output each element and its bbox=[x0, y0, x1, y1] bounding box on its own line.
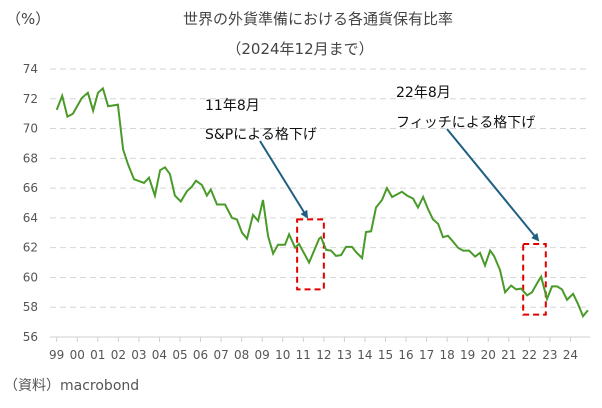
gridlines bbox=[50, 68, 590, 308]
x-tick-label: 00 bbox=[70, 348, 85, 362]
x-tick-label: 07 bbox=[213, 348, 228, 362]
x-tick-label: 19 bbox=[460, 348, 475, 362]
chart-subtitle: （2024年12月まで） bbox=[226, 40, 373, 58]
x-tick-label: 01 bbox=[90, 348, 105, 362]
x-tick-label: 24 bbox=[563, 348, 578, 362]
annotation-1-date: 11年8月 bbox=[205, 98, 260, 114]
x-tick-label: 03 bbox=[131, 348, 146, 362]
x-tick-label: 15 bbox=[378, 348, 393, 362]
y-tick-label: 66 bbox=[23, 181, 38, 195]
annotation-arrow-2 bbox=[446, 128, 540, 242]
highlight-box-2 bbox=[522, 242, 547, 316]
annotation-arrow-1 bbox=[259, 140, 309, 219]
y-tick-label: 70 bbox=[23, 122, 38, 136]
x-tick-label: 21 bbox=[501, 348, 516, 362]
y-tick-label: 62 bbox=[23, 241, 38, 255]
x-tick-label: 18 bbox=[440, 348, 455, 362]
y-tick-label: 68 bbox=[23, 151, 38, 165]
x-tick-label: 23 bbox=[542, 348, 557, 362]
highlight-boxes bbox=[296, 218, 547, 316]
x-tick-label: 11 bbox=[296, 348, 311, 362]
y-tick-label: 58 bbox=[23, 300, 38, 314]
x-tick-label: 08 bbox=[234, 348, 249, 362]
annotation-2-text: フィッチによる格下げ bbox=[396, 115, 535, 131]
annotation-1-text: S&Pによる格下げ bbox=[205, 127, 317, 143]
y-tick-label: 60 bbox=[23, 270, 38, 284]
x-tick-label: 04 bbox=[152, 348, 167, 362]
highlight-box-1 bbox=[296, 218, 325, 291]
y-axis: 56 58 60 62 64 66 68 70 72 74 bbox=[23, 62, 38, 344]
y-tick-label: 74 bbox=[23, 62, 38, 76]
x-tick-label: 09 bbox=[255, 348, 270, 362]
y-tick-label: 56 bbox=[23, 330, 38, 344]
y-tick-label: 64 bbox=[23, 211, 38, 225]
y-axis-unit: （%） bbox=[6, 10, 50, 28]
x-tick-label: 06 bbox=[193, 348, 208, 362]
x-tick-label: 14 bbox=[357, 348, 372, 362]
chart-title: 世界の外貨準備における各通貨保有比率 bbox=[183, 10, 453, 28]
x-axis: 99 00 01 02 03 04 05 06 07 08 09 10 11 12 13 14 15 16 17 18… bbox=[49, 336, 590, 362]
x-tick-label: 12 bbox=[316, 348, 331, 362]
x-tick-label: 13 bbox=[337, 348, 352, 362]
x-tick-label: 05 bbox=[172, 348, 187, 362]
x-tick-label: 99 bbox=[49, 348, 64, 362]
x-tick-label: 16 bbox=[398, 348, 413, 362]
x-tick-label: 22 bbox=[522, 348, 537, 362]
y-tick-label: 72 bbox=[23, 92, 38, 106]
x-tick-label: 20 bbox=[481, 348, 496, 362]
source-note: （資料）macrobond bbox=[4, 378, 139, 394]
annotation-2-date: 22年8月 bbox=[396, 85, 451, 101]
x-tick-label: 02 bbox=[111, 348, 126, 362]
series-line bbox=[55, 86, 589, 319]
x-tick-label: 10 bbox=[275, 348, 290, 362]
x-tick-label: 17 bbox=[419, 348, 434, 362]
